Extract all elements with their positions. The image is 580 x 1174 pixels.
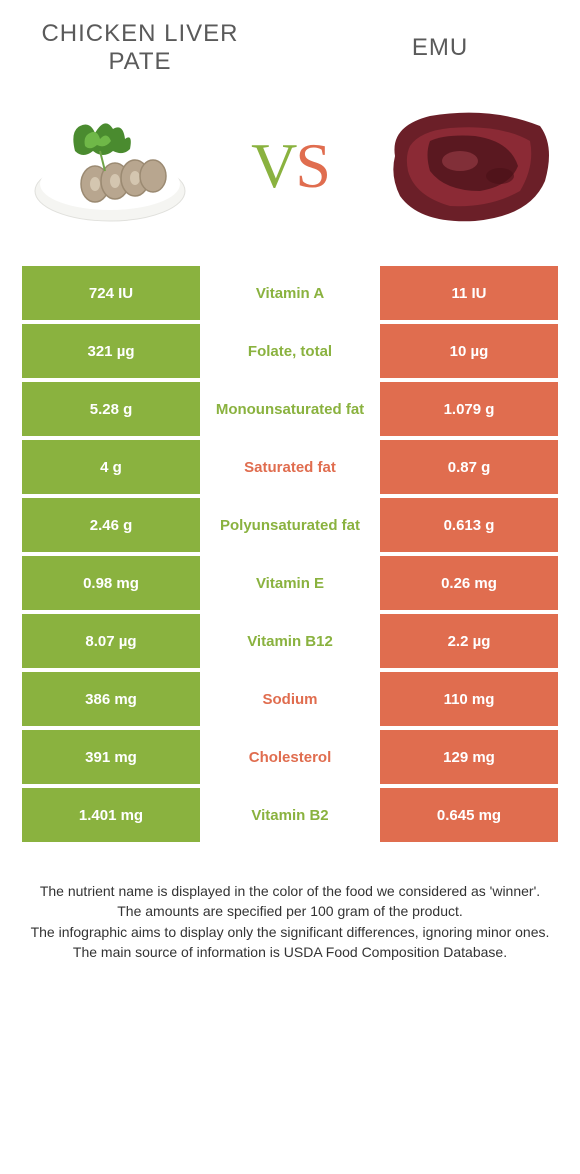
value-right: 0.26 mg xyxy=(380,556,558,610)
footer-line-1: The nutrient name is displayed in the co… xyxy=(30,881,550,901)
footer-line-2: The amounts are specified per 100 gram o… xyxy=(30,901,550,921)
value-left: 2.46 g xyxy=(22,498,200,552)
emu-image xyxy=(380,96,550,236)
table-row: 4 gSaturated fat0.87 g xyxy=(22,440,558,494)
table-row: 5.28 gMonounsaturated fat1.079 g xyxy=(22,382,558,436)
value-left: 391 mg xyxy=(22,730,200,784)
value-right: 0.613 g xyxy=(380,498,558,552)
nutrient-label: Vitamin B12 xyxy=(200,614,380,668)
value-right: 2.2 µg xyxy=(380,614,558,668)
value-right: 1.079 g xyxy=(380,382,558,436)
table-row: 391 mgCholesterol129 mg xyxy=(22,730,558,784)
footer-line-3: The infographic aims to display only the… xyxy=(30,922,550,942)
pate-image xyxy=(30,96,200,236)
footer-line-4: The main source of information is USDA F… xyxy=(30,942,550,962)
nutrient-label: Sodium xyxy=(200,672,380,726)
value-right: 0.87 g xyxy=(380,440,558,494)
value-right: 11 IU xyxy=(380,266,558,320)
title-right: EMU xyxy=(330,34,550,62)
table-row: 1.401 mgVitamin B20.645 mg xyxy=(22,788,558,842)
nutrient-label: Folate, total xyxy=(200,324,380,378)
nutrient-label: Saturated fat xyxy=(200,440,380,494)
value-left: 724 IU xyxy=(22,266,200,320)
table-row: 8.07 µgVitamin B122.2 µg xyxy=(22,614,558,668)
table-row: 0.98 mgVitamin E0.26 mg xyxy=(22,556,558,610)
vs-v: V xyxy=(251,130,295,201)
value-right: 10 µg xyxy=(380,324,558,378)
images-row: VS xyxy=(0,86,580,266)
nutrient-label: Monounsaturated fat xyxy=(200,382,380,436)
footer-notes: The nutrient name is displayed in the co… xyxy=(0,846,580,982)
nutrient-label: Vitamin E xyxy=(200,556,380,610)
vs-s: S xyxy=(295,130,329,201)
table-row: 2.46 gPolyunsaturated fat0.613 g xyxy=(22,498,558,552)
header: CHICKEN LIVER PATE EMU xyxy=(0,0,580,86)
table-row: 386 mgSodium110 mg xyxy=(22,672,558,726)
value-left: 5.28 g xyxy=(22,382,200,436)
value-left: 386 mg xyxy=(22,672,200,726)
title-left: CHICKEN LIVER PATE xyxy=(30,20,250,76)
vs-label: VS xyxy=(251,129,329,203)
value-left: 4 g xyxy=(22,440,200,494)
comparison-table: 724 IUVitamin A11 IU321 µgFolate, total1… xyxy=(22,266,558,842)
nutrient-label: Vitamin B2 xyxy=(200,788,380,842)
value-right: 110 mg xyxy=(380,672,558,726)
value-left: 8.07 µg xyxy=(22,614,200,668)
nutrient-label: Vitamin A xyxy=(200,266,380,320)
nutrient-label: Cholesterol xyxy=(200,730,380,784)
value-right: 129 mg xyxy=(380,730,558,784)
table-row: 321 µgFolate, total10 µg xyxy=(22,324,558,378)
value-left: 0.98 mg xyxy=(22,556,200,610)
table-row: 724 IUVitamin A11 IU xyxy=(22,266,558,320)
value-left: 321 µg xyxy=(22,324,200,378)
value-right: 0.645 mg xyxy=(380,788,558,842)
nutrient-label: Polyunsaturated fat xyxy=(200,498,380,552)
value-left: 1.401 mg xyxy=(22,788,200,842)
